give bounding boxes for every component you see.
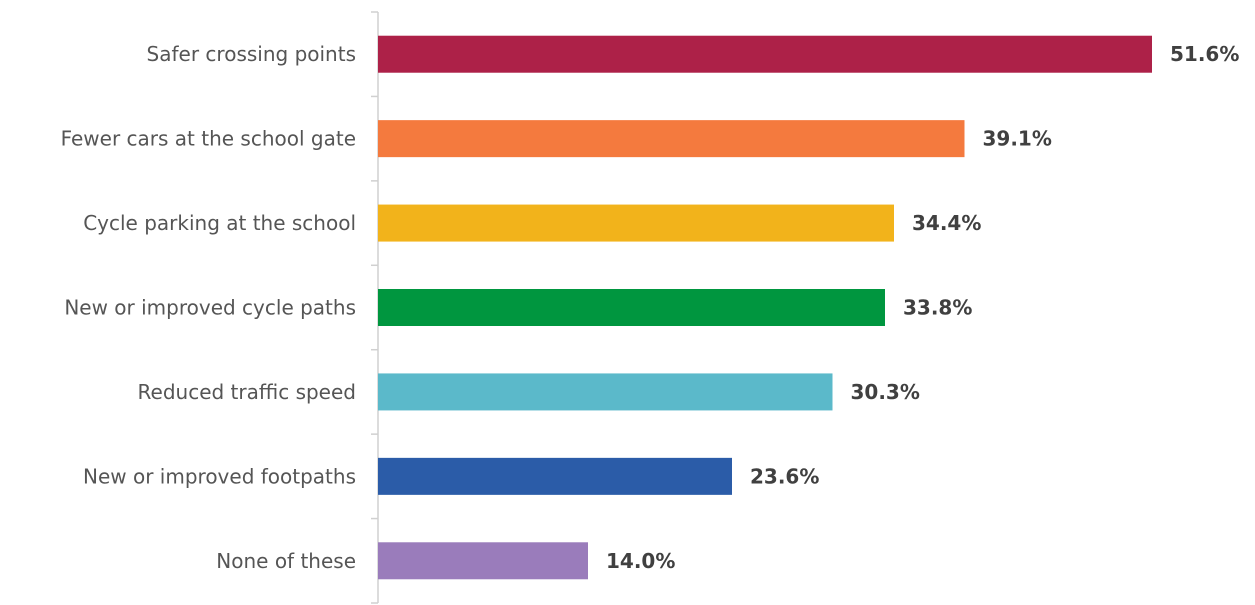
category-label: New or improved cycle paths [64, 296, 356, 320]
bar [378, 457, 732, 495]
category-label: Fewer cars at the school gate [61, 127, 356, 151]
bar [378, 289, 885, 326]
data-label: 23.6% [750, 464, 819, 488]
bars [378, 35, 1152, 580]
category-axis [371, 11, 379, 604]
data-label: 51.6% [1170, 42, 1239, 66]
data-label: 14.0% [606, 549, 675, 573]
data-label: 30.3% [851, 380, 920, 404]
category-label: Cycle parking at the school [83, 211, 356, 235]
data-label: 34.4% [912, 211, 981, 235]
category-label: None of these [216, 549, 356, 573]
category-label: Reduced traffic speed [138, 380, 356, 404]
category-label: Safer crossing points [147, 42, 356, 66]
category-label: New or improved footpaths [83, 464, 356, 488]
bar [378, 204, 894, 242]
data-label: 39.1% [983, 127, 1052, 151]
value-labels: 51.6% 39.1% 34.4% 33.8% 30.3% 23.6% 14.0% [606, 42, 1239, 573]
bar [378, 373, 833, 411]
category-labels: Safer crossing points Fewer cars at the s… [61, 42, 356, 573]
data-label: 33.8% [903, 296, 972, 320]
bar [378, 542, 588, 580]
bar [378, 120, 965, 158]
bar [378, 35, 1152, 73]
